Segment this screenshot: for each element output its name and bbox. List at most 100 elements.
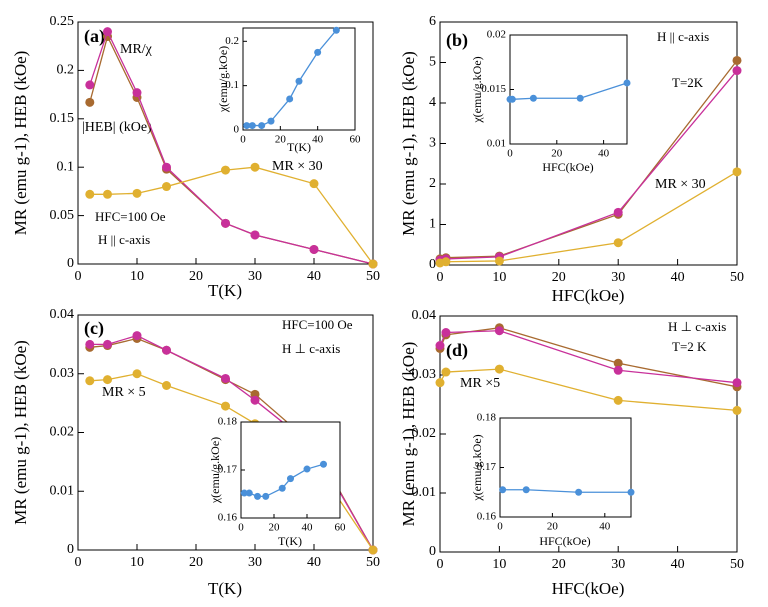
x-tick-label: 30 bbox=[248, 555, 262, 570]
y-axis-label: MR (emu g-1), HEB (kOe) bbox=[11, 51, 30, 236]
x-tick-label: 20 bbox=[551, 147, 563, 159]
y-tick-label: 0.1 bbox=[225, 79, 239, 91]
y-axis-label: χ(emu/g.kOe) bbox=[208, 437, 222, 504]
data-point bbox=[240, 489, 248, 497]
annotation: T=2K bbox=[672, 75, 704, 90]
x-tick-label: 50 bbox=[366, 555, 380, 570]
x-tick-label: 50 bbox=[730, 270, 744, 285]
y-tick-label: 0.05 bbox=[50, 208, 75, 223]
y-axis-label: χ(emu/g.kOe) bbox=[470, 56, 484, 123]
data-point bbox=[613, 395, 623, 405]
data-point bbox=[248, 122, 256, 130]
data-point bbox=[441, 257, 451, 267]
data-point bbox=[295, 77, 303, 85]
y-tick-label: 0 bbox=[67, 542, 74, 557]
data-point bbox=[103, 189, 112, 199]
data-point bbox=[85, 97, 95, 107]
x-tick-label: 10 bbox=[130, 269, 144, 284]
data-point bbox=[278, 484, 286, 492]
data-point bbox=[132, 88, 142, 98]
data-point bbox=[132, 369, 142, 379]
x-tick-label: 10 bbox=[492, 270, 506, 285]
y-tick-label: 0.1 bbox=[57, 159, 75, 174]
annotation: (b) bbox=[446, 30, 468, 51]
x-tick-label: 40 bbox=[599, 520, 611, 532]
data-point bbox=[262, 492, 270, 500]
x-tick-label: 50 bbox=[730, 557, 744, 572]
data-point bbox=[314, 48, 322, 56]
annotation: (c) bbox=[84, 318, 104, 339]
data-point bbox=[508, 95, 516, 103]
x-tick-label: 40 bbox=[671, 557, 685, 572]
x-tick-label: 20 bbox=[552, 557, 566, 572]
data-point bbox=[522, 486, 530, 494]
annotation: HFC=100 Oe bbox=[95, 209, 166, 224]
data-point bbox=[435, 341, 445, 350]
y-axis-label: MR (emu g-1), HEB (kOe) bbox=[11, 340, 30, 525]
series-line bbox=[89, 29, 374, 265]
annotation: HFC=100 Oe bbox=[282, 317, 353, 332]
y-tick-label: 0.25 bbox=[50, 14, 75, 29]
data-point bbox=[250, 230, 260, 240]
x-tick-label: 30 bbox=[611, 270, 625, 285]
y-tick-label: 0.16 bbox=[477, 511, 497, 523]
data-point bbox=[435, 378, 445, 388]
y-tick-label: 0.01 bbox=[487, 138, 506, 150]
data-point bbox=[221, 401, 230, 411]
y-tick-label: 0.01 bbox=[50, 483, 75, 498]
series-line bbox=[89, 166, 374, 265]
data-point bbox=[309, 179, 319, 189]
data-point bbox=[732, 66, 742, 76]
annotation: H || c-axis bbox=[657, 29, 709, 44]
y-axis-label: χ(emu/g.kOe) bbox=[216, 46, 230, 113]
y-axis-label: χ(emu/g.kOe) bbox=[470, 434, 484, 501]
data-point bbox=[368, 259, 378, 269]
x-tick-label: 30 bbox=[611, 557, 625, 572]
y-tick-label: 0.01 bbox=[412, 485, 437, 500]
x-axis-label: T(K) bbox=[278, 534, 302, 548]
data-point bbox=[494, 364, 504, 374]
data-point bbox=[613, 207, 623, 217]
x-tick-label: 20 bbox=[189, 269, 203, 284]
data-point bbox=[303, 465, 311, 473]
data-point bbox=[332, 26, 340, 34]
y-tick-label: 0.16 bbox=[218, 512, 238, 524]
data-point bbox=[221, 373, 230, 383]
data-point bbox=[576, 94, 584, 102]
x-tick-label: 60 bbox=[350, 133, 362, 145]
annotation: T=2 K bbox=[672, 339, 707, 354]
data-point bbox=[494, 256, 504, 266]
data-point bbox=[627, 488, 635, 496]
data-point bbox=[162, 345, 171, 355]
data-point bbox=[732, 405, 742, 415]
data-point bbox=[162, 381, 171, 390]
x-tick-label: 0 bbox=[437, 557, 444, 572]
x-tick-label: 40 bbox=[671, 270, 685, 285]
data-point bbox=[103, 375, 112, 385]
y-tick-label: 0.18 bbox=[218, 416, 238, 428]
series-label: MR/χ bbox=[120, 42, 153, 57]
x-tick-label: 20 bbox=[269, 521, 281, 533]
y-tick-label: 0.17 bbox=[218, 464, 238, 476]
series-label: |HEB| (kOe) bbox=[82, 120, 152, 135]
x-tick-label: 0 bbox=[75, 269, 82, 284]
data-point bbox=[320, 460, 327, 468]
y-tick-label: 0.02 bbox=[487, 29, 506, 41]
y-tick-label: 5 bbox=[429, 55, 436, 70]
y-tick-label: 0.15 bbox=[50, 111, 75, 126]
y-tick-label: 3 bbox=[429, 136, 436, 151]
x-tick-label: 0 bbox=[437, 270, 444, 285]
series-label: MR ×5 bbox=[460, 376, 500, 391]
data-point bbox=[85, 376, 95, 386]
data-point bbox=[221, 165, 230, 175]
data-point bbox=[623, 79, 631, 87]
y-tick-label: 0.02 bbox=[412, 426, 437, 441]
annotation: H ⊥ c-axis bbox=[282, 341, 340, 356]
series-label: MR × 30 bbox=[272, 159, 323, 174]
x-axis-label: T(K) bbox=[208, 579, 242, 598]
series-line bbox=[502, 489, 631, 493]
inset-frame bbox=[240, 421, 341, 519]
y-tick-label: 0.04 bbox=[50, 307, 75, 322]
data-point bbox=[613, 358, 623, 368]
